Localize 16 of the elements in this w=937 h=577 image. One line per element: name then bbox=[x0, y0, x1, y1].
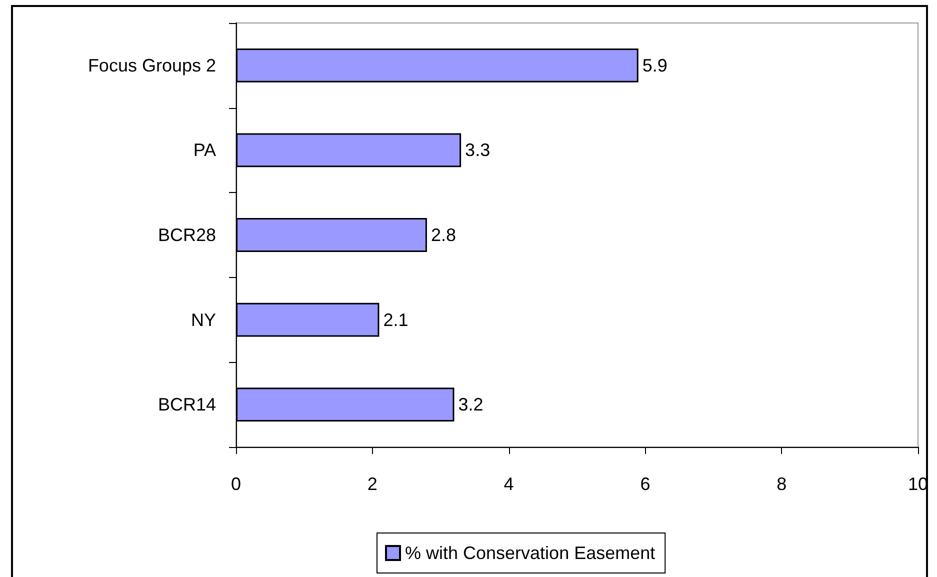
x-tick-label: 2 bbox=[367, 474, 378, 494]
legend-label: % with Conservation Easement bbox=[405, 543, 656, 563]
x-tick-label: 4 bbox=[504, 474, 514, 494]
x-tick-label: 0 bbox=[230, 474, 242, 494]
y-tick-label: PA bbox=[193, 140, 216, 160]
y-tick-label: NY bbox=[190, 310, 216, 330]
data-label: 2.1 bbox=[383, 310, 408, 330]
y-tick-label: BCR14 bbox=[158, 394, 216, 415]
x-tick-label: 8 bbox=[776, 474, 787, 494]
x-tick-label: 6 bbox=[640, 474, 650, 494]
y-tick-label: BCR28 bbox=[158, 225, 216, 245]
y-tick-label: Focus Groups 2 bbox=[88, 55, 216, 76]
data-label: 3.2 bbox=[458, 394, 484, 415]
data-label: 5.9 bbox=[642, 55, 668, 76]
data-label: 3.3 bbox=[465, 140, 490, 160]
data-label: 2.8 bbox=[430, 225, 456, 245]
